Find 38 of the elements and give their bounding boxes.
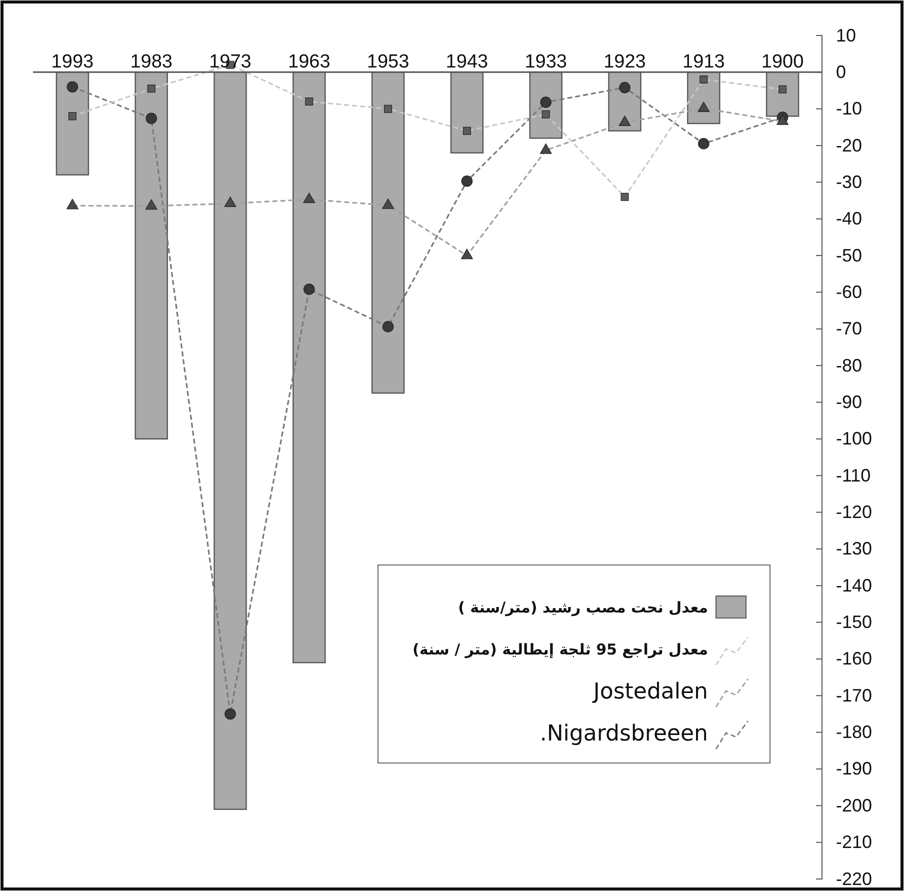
x-tick-label: 1900	[761, 51, 804, 72]
y-tick-label: -200	[836, 795, 872, 816]
legend-label: Jostedalen	[591, 680, 708, 705]
y-tick-label: -110	[836, 465, 871, 486]
y-tick-label: -80	[836, 355, 862, 376]
y-tick-label: -70	[836, 318, 862, 339]
y-tick-label: -90	[836, 392, 862, 412]
y-tick-label: -150	[836, 612, 872, 632]
legend-label: معدل نحت مصب رشيد (متر/سنة )	[458, 598, 708, 616]
y-tick-label: -170	[836, 685, 872, 706]
y-tick-label: -160	[836, 648, 872, 669]
y-tick-label: -30	[836, 172, 862, 192]
legend-label: معدل تراجع 95 ثلجة إيطالية (متر / سنة)	[412, 640, 708, 658]
y-tick-label: 10	[836, 25, 856, 46]
y-tick-label: -10	[836, 98, 862, 119]
y-tick-label: -140	[836, 575, 872, 596]
y-tick-label: -120	[836, 502, 872, 522]
x-tick-label: 1913	[682, 51, 725, 72]
x-tick-label: 1923	[604, 51, 646, 72]
y-tick-label: -50	[836, 245, 862, 266]
x-tick-label: 1993	[51, 51, 94, 72]
x-tick-label: 1973	[209, 51, 252, 72]
y-tick-label: -220	[836, 868, 872, 889]
y-tick-label: -180	[836, 722, 872, 742]
y-tick-label: -40	[836, 208, 862, 229]
y-tick-label: -100	[836, 428, 872, 449]
x-tick-label: 1963	[288, 51, 330, 72]
x-tick-label: 1943	[446, 51, 488, 72]
y-tick-label: -130	[836, 538, 872, 559]
y-tick-label: 0	[836, 62, 846, 82]
y-tick-label: -190	[836, 758, 872, 779]
x-tick-label: 1953	[366, 51, 410, 72]
y-tick-label: -210	[836, 832, 872, 852]
x-tick-label: 1983	[130, 51, 172, 72]
y-tick-label: -20	[836, 135, 862, 156]
y-tick-label: -60	[836, 282, 862, 302]
legend-label: .Nigardsbreeen	[540, 722, 708, 747]
x-tick-label: 1933	[524, 51, 567, 72]
